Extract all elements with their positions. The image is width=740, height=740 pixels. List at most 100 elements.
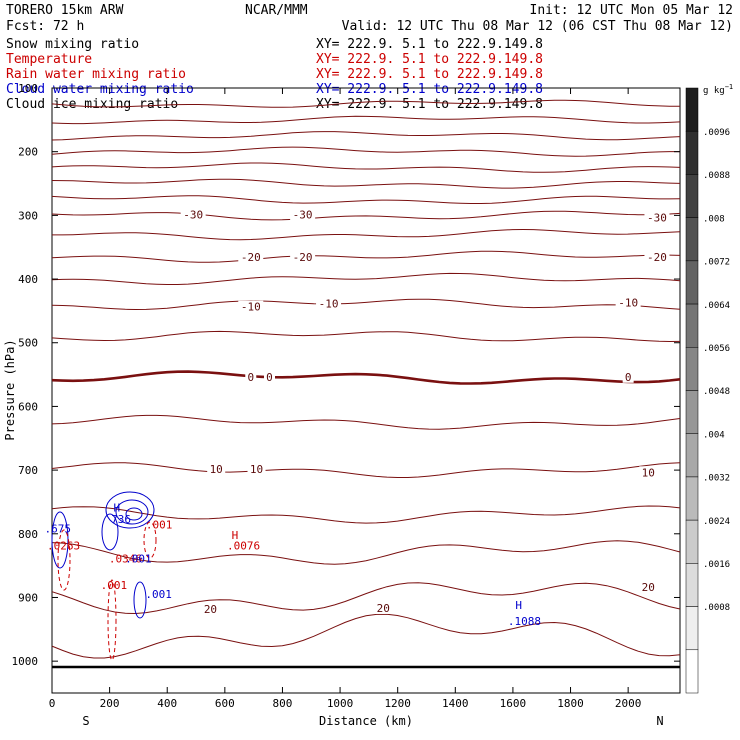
extremum-label: 736 [111,513,131,526]
extremum-label: .001 [125,552,152,565]
field-name: Cloud ice mixing ratio [6,97,178,112]
valid-time: Valid: 12 UTC Thu 08 Mar 12 (06 CST Thu … [342,19,733,34]
x-tick-label: 1400 [442,697,469,710]
field-name: Rain water mixing ratio [6,67,186,82]
y-axis-label: Pressure (hPa) [3,339,17,440]
colorbar-swatch [685,174,699,218]
field-name: Snow mixing ratio [6,37,139,52]
colorbar-swatch [685,519,699,564]
cloud-water-contour [125,507,143,521]
rain-contour [143,521,157,559]
north-endpoint-label: N [656,714,663,728]
contour-label-bg [316,297,342,310]
contour-label-bg [374,601,393,614]
temperature-contour [51,540,681,565]
contour-label-bg [622,370,634,383]
x-tick-label: 800 [273,697,293,710]
contour-label-bg [615,296,641,309]
colorbar-tick-label: .0032 [703,474,730,484]
contour-label-bg [644,251,670,264]
colorbar-swatch [685,649,699,694]
plot-frame [51,87,681,694]
colorbar-swatch [685,390,699,434]
contour-label-bg [263,370,275,383]
temperature-contour [51,210,681,221]
init-time: Init: 12 UTC Mon 05 Mar 12 [530,3,734,18]
colorbar-swatch [685,433,699,478]
y-tick-label: 800 [18,528,38,541]
x-tick-label: 1600 [500,697,527,710]
cloud-water-contour [115,499,149,525]
colorbar-swatch [685,303,699,348]
colorbar-swatch [685,130,699,175]
colorbar-tick-label: .0008 [703,603,730,613]
contour-label-bg [201,603,220,616]
x-tick-label: 1800 [557,697,584,710]
x-axis-label: Distance (km) [319,714,413,728]
contour-label-bg [639,580,658,593]
contour-label: -10 [319,298,339,311]
contour-label: -10 [241,301,261,314]
x-tick-label: 1000 [327,697,354,710]
y-tick-label: 400 [18,273,38,286]
extremum-label: H [515,599,522,612]
x-tick-label: 200 [100,697,120,710]
colorbar-unit: g kg−1 [703,83,733,96]
extremum-label: .0263 [47,540,80,553]
colorbar-tick-label: .0064 [703,301,730,311]
field-name: Cloud water mixing ratio [6,82,194,97]
contour-label-bg [245,370,257,383]
axes: 0 200 400 600 800 1000 1200 1400 1600 1800 2000100… [12,82,680,710]
temperature-contour [51,162,681,173]
field-name: Temperature [6,52,92,67]
colorbar-swatch [685,217,699,262]
temperature-contour [51,462,681,478]
temperature-contour [51,613,681,659]
colorbar-swatch [685,347,699,391]
temperature-contour [51,272,681,285]
colorbar-tick-label: .0024 [703,517,730,527]
contour-label: -30 [183,208,203,221]
contour-label: -20 [293,251,313,264]
x-tick-label: 600 [215,697,235,710]
colorbar: .0096 .0088 .008 .0072 .0064 .0056 .0048 .004 .0… [685,87,730,694]
colorbar-swatch [685,260,699,305]
extremum-label: .0346 [109,552,142,565]
extremum-label: H [114,502,121,515]
temperature-contour [51,99,680,108]
colorbar-tick-label: .0016 [703,560,730,570]
contour-label: -20 [241,251,261,264]
temperature-contour [51,115,681,125]
field-xy: XY= 222.9. 5.1 to 222.9.149.8 [316,82,543,97]
colorbar-swatch [685,476,699,521]
colorbar-swatch [685,87,699,132]
south-endpoint-label: S [82,714,89,728]
contour-label: 0 [266,371,273,384]
contour-label: 20 [377,602,390,615]
field-legend: Snow mixing ratio XY= 222.9. 5.1 to 222.9… [6,37,543,112]
contour-label: 10 [210,463,223,476]
model-title: TORERO 15km ARW [6,3,124,18]
y-tick-label: 900 [18,591,38,604]
temperature-contour [52,228,681,241]
temperature-contour [51,195,681,204]
cloud-water-contour [133,581,147,619]
x-tick-label: 1200 [384,697,411,710]
contour-label: -30 [293,208,313,221]
contour-label: -30 [647,212,667,225]
contour-label: 0 [247,371,254,384]
x-tick-label: 400 [157,697,177,710]
y-tick-label: 300 [18,209,38,222]
contour-label: -10 [618,296,638,309]
extremum-label: .0076 [227,540,260,553]
y-tick-label: 700 [18,464,38,477]
colorbar-tick-label: .0072 [703,258,730,268]
extremum-label: .001 [101,579,128,592]
colorbar-tick-label: .008 [703,214,725,224]
y-tick-label: 100 [18,82,38,95]
y-tick-label: 200 [18,146,38,159]
contour-label: 10 [642,466,655,479]
temperature-contour [51,131,681,141]
y-tick-label: 600 [18,400,38,413]
